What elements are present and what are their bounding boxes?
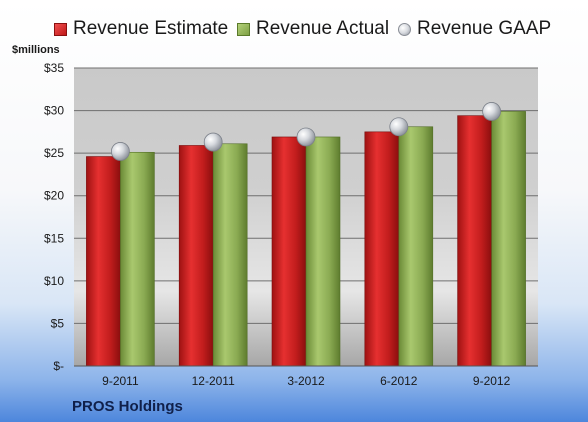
x-axis-ticks: 9-2011 12-2011 3-2012 6-2012 9-2012 <box>102 374 510 388</box>
company-name: PROS Holdings <box>72 398 183 415</box>
bar-revenue-estimate <box>364 131 400 367</box>
bar-revenue-estimate <box>271 136 307 367</box>
legend-swatch-gaap <box>398 22 411 36</box>
bar-revenue-actual <box>398 126 434 367</box>
marker-revenue-gaap <box>482 102 502 121</box>
legend-swatch-actual <box>237 22 250 36</box>
y-tick-label: $35 <box>44 61 64 75</box>
y-tick-label: $5 <box>51 316 65 330</box>
x-tick-label: 6-2012 <box>380 374 418 388</box>
legend-swatch-estimate <box>54 22 67 36</box>
legend-item-estimate: Revenue Estimate <box>54 16 228 42</box>
legend-item-actual: Revenue Actual <box>237 16 389 42</box>
bar-revenue-actual <box>212 143 248 367</box>
y-tick-label: $30 <box>44 104 64 118</box>
y-tick-label: $10 <box>44 274 64 288</box>
x-tick-label: 9-2011 <box>102 374 139 388</box>
y-axis-ticks: $- $5 $10 $15 $20 $25 $30 $35 <box>44 61 64 373</box>
x-tick-label: 9-2012 <box>473 374 511 388</box>
bar-revenue-estimate <box>86 156 121 367</box>
bar-revenue-actual <box>491 111 526 367</box>
y-tick-label: $- <box>53 359 64 373</box>
gaap-markers <box>111 102 502 161</box>
marker-revenue-gaap <box>111 142 130 161</box>
y-tick-label: $20 <box>44 189 64 203</box>
y-axis-unit-label: $millions <box>12 44 60 56</box>
bar-revenue-actual <box>305 136 341 367</box>
legend-label-estimate: Revenue Estimate <box>73 18 229 39</box>
bars <box>86 111 526 367</box>
y-tick-label: $25 <box>44 146 64 160</box>
legend-label-gaap: Revenue GAAP <box>417 18 552 39</box>
x-tick-label: 12-2011 <box>192 374 235 388</box>
legend-label-actual: Revenue Actual <box>256 18 390 39</box>
legend-item-gaap: Revenue GAAP <box>398 16 551 42</box>
marker-revenue-gaap <box>389 117 409 137</box>
legend: Revenue Estimate Revenue Actual Revenue … <box>0 16 588 42</box>
bar-revenue-estimate <box>178 145 214 367</box>
marker-revenue-gaap <box>296 127 316 147</box>
bar-revenue-actual <box>120 151 155 367</box>
bar-revenue-estimate <box>457 115 492 367</box>
y-tick-label: $15 <box>44 231 64 245</box>
x-tick-label: 3-2012 <box>287 374 325 388</box>
marker-revenue-gaap <box>203 132 223 152</box>
